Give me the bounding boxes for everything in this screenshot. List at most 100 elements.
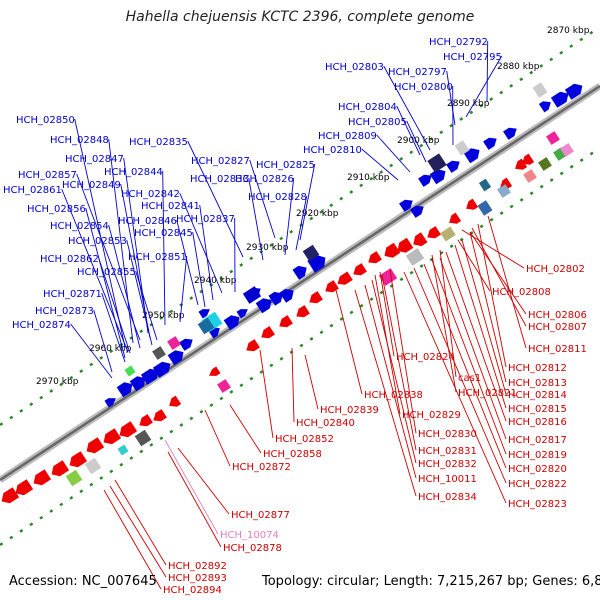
forward-gene-label: HCH_02797 — [388, 67, 447, 78]
reverse-gene-label: HCH_02838 — [364, 390, 423, 401]
reverse-gene-arrow — [15, 479, 34, 496]
reverse-gene-label: HCH_02814 — [508, 390, 567, 401]
reverse-gene-arrow — [209, 366, 221, 376]
forward-gene-label: HCH_02848 — [50, 135, 109, 146]
forward-gene-label: HCH_02792 — [429, 37, 488, 48]
forward-gene-label: HCH_02849 — [62, 180, 121, 191]
forward-gene-label: HCH_02873 — [35, 306, 94, 317]
reverse-gene-leader-line — [167, 451, 222, 548]
forward-gene-leader-line — [376, 134, 411, 173]
reverse-gene-leader-line — [304, 354, 319, 410]
forward-gene-leader-line — [396, 105, 421, 156]
reverse-gene-leader-line — [109, 485, 167, 578]
feature-block — [538, 157, 552, 171]
reverse-gene-arrow — [153, 409, 167, 422]
reverse-gene-leader-line — [469, 231, 527, 315]
kbp-tick-label: 2940 kbp — [194, 276, 237, 286]
forward-gene-leader-line — [76, 173, 141, 341]
reverse-gene-arrow — [139, 414, 153, 427]
reverse-gene-leader-line — [403, 271, 507, 504]
reverse-gene-arrow — [413, 232, 428, 247]
forward-gene-arrow — [167, 350, 184, 366]
kbp-tick-label: 2890 kbp — [447, 99, 490, 109]
forward-gene-leader-line — [135, 270, 158, 341]
reverse-gene-leader-line — [413, 267, 507, 484]
forward-gene-leader-line — [361, 148, 399, 181]
reverse-gene-leader-line — [114, 479, 167, 566]
reverse-gene-arrow — [86, 437, 105, 454]
forward-gene-leader-line — [61, 188, 129, 353]
upper-tick-guide — [0, 25, 600, 427]
reverse-gene-arrow — [515, 158, 528, 170]
reverse-gene-label: HCH_02817 — [508, 435, 567, 446]
feature-block — [440, 226, 456, 242]
reverse-gene-label: HCH_02894 — [163, 585, 222, 596]
forward-gene-label: HCH_02795 — [443, 52, 502, 63]
feature-block — [546, 131, 560, 145]
forward-gene-label: HCH_02861 — [3, 185, 62, 196]
forward-gene-label: HCH_02809 — [318, 131, 377, 142]
forward-gene-label: HCH_02874 — [12, 320, 71, 331]
reverse-gene-label: HCH_02830 — [418, 429, 477, 440]
forward-gene-leader-line — [249, 159, 276, 239]
reverse-gene-label: HCH_02834 — [418, 492, 477, 503]
kbp-tick-label: 2970 kbp — [36, 377, 79, 387]
forward-gene-arrow — [564, 83, 583, 100]
forward-gene-leader-line — [93, 309, 113, 373]
forward-gene-label: HCH_02803 — [325, 62, 384, 73]
reverse-gene-label: HCH_02839 — [320, 405, 379, 416]
reverse-gene-arrow — [51, 460, 70, 477]
forward-gene-label: HCH_02855 — [77, 267, 136, 278]
reverse-gene-arrow — [466, 198, 479, 210]
forward-gene-label: HCH_02845 — [134, 228, 193, 239]
forward-gene-label: HCH_02833 — [190, 174, 249, 185]
kbp-tick-label: 2880 kbp — [497, 62, 540, 72]
reverse-gene-label: HCH_02893 — [168, 573, 227, 584]
feature-block — [152, 346, 166, 360]
reverse-gene-leader-line — [439, 249, 457, 378]
reverse-gene-label: HCH_02802 — [526, 264, 585, 275]
reverse-gene-leader-line — [445, 251, 507, 422]
forward-gene-label: HCH_02804 — [338, 102, 397, 113]
reverse-gene-label: HCH_02877 — [231, 510, 290, 521]
kbp-tick-label: 2870 kbp — [547, 26, 590, 36]
forward-gene-label: HCH_02810 — [303, 145, 362, 156]
accession-label: Accession: NC_007645 — [9, 574, 157, 589]
forward-gene-arrow — [140, 368, 159, 385]
forward-gene-leader-line — [162, 170, 166, 326]
forward-gene-label: HCH_02851 — [128, 252, 187, 263]
rna-gene-leader-line — [164, 439, 219, 535]
genome-summary-label: Topology: circular; Length: 7,215,267 bp… — [262, 574, 600, 589]
forward-gene-arrow — [223, 315, 240, 331]
reverse-gene-label: HCH_02821 — [458, 388, 517, 399]
forward-gene-leader-line — [126, 239, 153, 346]
feature-block — [405, 248, 425, 266]
reverse-gene-label: HCH_02872 — [232, 462, 291, 473]
reverse-gene-leader-line — [259, 349, 274, 439]
forward-gene-label: HCH_02844 — [104, 167, 163, 178]
forward-gene-label: HCH_02841 — [141, 201, 200, 212]
feature-block — [124, 365, 136, 377]
forward-gene-arrow — [198, 309, 210, 319]
feature-block — [302, 244, 320, 262]
forward-gene-leader-line — [299, 163, 316, 241]
forward-gene-leader-line — [179, 192, 223, 294]
forward-gene-arrow — [236, 309, 248, 319]
feature-block — [497, 184, 511, 198]
reverse-gene-leader-line — [354, 289, 417, 497]
reverse-gene-label: HCH_02815 — [508, 404, 567, 415]
reverse-gene-arrow — [522, 153, 535, 165]
reverse-gene-label: HCH_02822 — [508, 479, 567, 490]
reverse-gene-leader-line — [457, 239, 491, 292]
genome-title: Hahella chejuensis KCTC 2396, complete g… — [125, 9, 475, 25]
reverse-gene-leader-line — [204, 409, 231, 467]
reverse-gene-leader-line — [371, 279, 417, 464]
reverse-gene-arrow — [69, 451, 88, 468]
reverse-gene-arrow — [169, 395, 182, 407]
reverse-gene-leader-line — [469, 231, 507, 383]
forward-gene-label: HCH_02850 — [16, 115, 75, 126]
feature-block — [197, 317, 215, 335]
forward-gene-arrow — [463, 148, 480, 164]
reverse-gene-label: HCH_02829 — [402, 410, 461, 421]
reverse-gene-arrow — [368, 251, 382, 264]
